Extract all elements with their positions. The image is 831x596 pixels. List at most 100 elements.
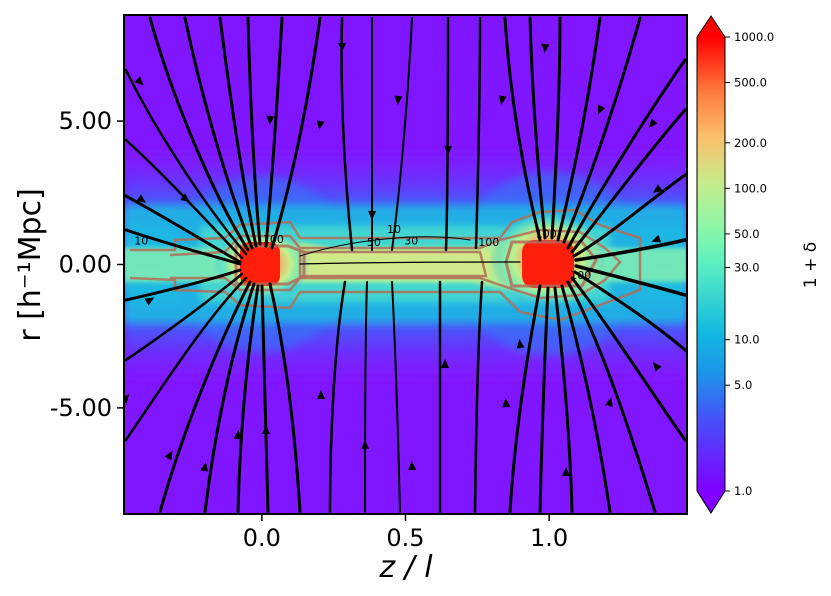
colorbar-tick-label: 200.0: [734, 136, 767, 150]
streamline: [148, 16, 250, 252]
colorbar-extend-min: [697, 491, 725, 513]
streamline: [260, 284, 270, 514]
contour-label: 10: [134, 234, 148, 247]
streamline: [538, 286, 550, 514]
colorbar-tick-label: 30.0: [734, 260, 760, 274]
streamline: [270, 16, 322, 250]
x-tick-label: 0.0: [243, 524, 281, 552]
streamline: [556, 16, 602, 242]
streamline: [124, 138, 244, 260]
contour-label: 100: [570, 269, 591, 282]
streamline: [566, 58, 687, 250]
streamline-arrow: [394, 95, 403, 105]
streamline-arrow: [498, 95, 507, 105]
streamline: [203, 282, 256, 514]
arrowhead: [651, 234, 662, 243]
arrowhead: [262, 425, 270, 434]
contour-level-30: [169, 228, 622, 300]
streamline-arrow: [516, 339, 525, 349]
arrowhead: [444, 145, 453, 155]
colorbar-tick-label: 500.0: [734, 76, 767, 90]
streamline: [444, 16, 450, 252]
streamline-arrow: [200, 462, 209, 472]
arrowhead: [180, 193, 191, 202]
streamline-arrow: [652, 184, 663, 193]
streamline-arrow: [361, 440, 370, 450]
arrowhead: [200, 462, 209, 472]
streamline-arrow: [652, 362, 662, 372]
streamline-arrow: [648, 118, 658, 128]
arrowhead: [368, 210, 377, 220]
streamline-arrow: [502, 398, 511, 408]
contour-label: 100: [536, 227, 557, 240]
streamline: [574, 264, 687, 297]
streamline: [268, 282, 302, 514]
streamline: [124, 276, 248, 442]
arrowhead: [648, 118, 658, 128]
streamline: [364, 281, 368, 513]
colorbar-ticks: 1.0 5.0 10.0 30.0 50.0 100.0 200.0 500.0 1000.0: [725, 30, 774, 498]
arrowhead: [502, 398, 511, 408]
streamline: [503, 16, 542, 242]
arrowhead: [498, 95, 507, 105]
streamline-arrow: [541, 43, 550, 53]
streamline: [528, 16, 547, 240]
streamline: [124, 194, 242, 264]
y-axis-ticks: 5.00 0.00 -5.00: [50, 107, 124, 422]
streamline-arrow: [266, 115, 275, 125]
y-tick-label: -5.00: [50, 394, 112, 422]
arrowhead: [136, 194, 147, 203]
x-tick-label: 1.0: [530, 524, 568, 552]
streamline-arrow: [408, 461, 417, 471]
x-tick-label: 0.5: [386, 524, 424, 552]
arrowhead: [317, 390, 326, 400]
streamline-arrow: [561, 467, 570, 477]
velocity-streamlines: [124, 16, 687, 514]
arrowhead: [266, 115, 275, 125]
x-axis-ticks: 0.0 0.5 1.0: [243, 514, 568, 552]
streamline: [560, 284, 612, 514]
streamline: [299, 261, 521, 265]
streamline: [299, 236, 471, 257]
streamline-arrow: [164, 450, 173, 461]
streamline: [158, 280, 252, 514]
streamline: [570, 276, 687, 442]
node-peak-right: [522, 240, 574, 288]
arrowhead: [233, 430, 242, 440]
streamline-arrow: [136, 194, 147, 203]
arrowhead: [144, 297, 155, 306]
streamline-arrow: [441, 359, 449, 368]
streamline-arrow: [605, 397, 613, 407]
streamline: [391, 17, 413, 251]
colorbar-tick-label: 10.0: [734, 333, 760, 347]
streamline: [566, 280, 657, 514]
colorbar: 1.05.010.030.050.0100.0200.0500.01000.0 …: [696, 15, 821, 514]
arrowhead: [652, 362, 662, 372]
arrowhead: [597, 104, 606, 115]
colorbar-tick-label: 1000.0: [734, 30, 774, 44]
streamline-arrow: [233, 430, 242, 440]
arrowhead: [361, 440, 370, 450]
arrowhead: [316, 120, 325, 130]
streamline: [570, 108, 687, 254]
streamline-arrow: [144, 297, 155, 306]
contour-level-50: [298, 250, 488, 278]
streamline-arrow: [317, 390, 326, 400]
y-axis-label: r [h⁻¹Mpc]: [13, 188, 48, 342]
y-tick-label: 0.00: [59, 251, 112, 279]
contour-label: 50: [367, 236, 381, 249]
streamline-arrow: [262, 425, 270, 434]
streamline-arrow: [597, 104, 606, 115]
arrowhead: [561, 467, 570, 477]
node-peak-left: [240, 242, 280, 286]
contour-level-100-left: [234, 244, 306, 286]
streamline-arrow: [368, 210, 377, 220]
streamline: [124, 268, 242, 302]
heatmap-filament-center: [300, 250, 490, 278]
arrowhead: [441, 359, 449, 368]
streamline: [246, 16, 262, 246]
arrowhead: [541, 43, 550, 53]
